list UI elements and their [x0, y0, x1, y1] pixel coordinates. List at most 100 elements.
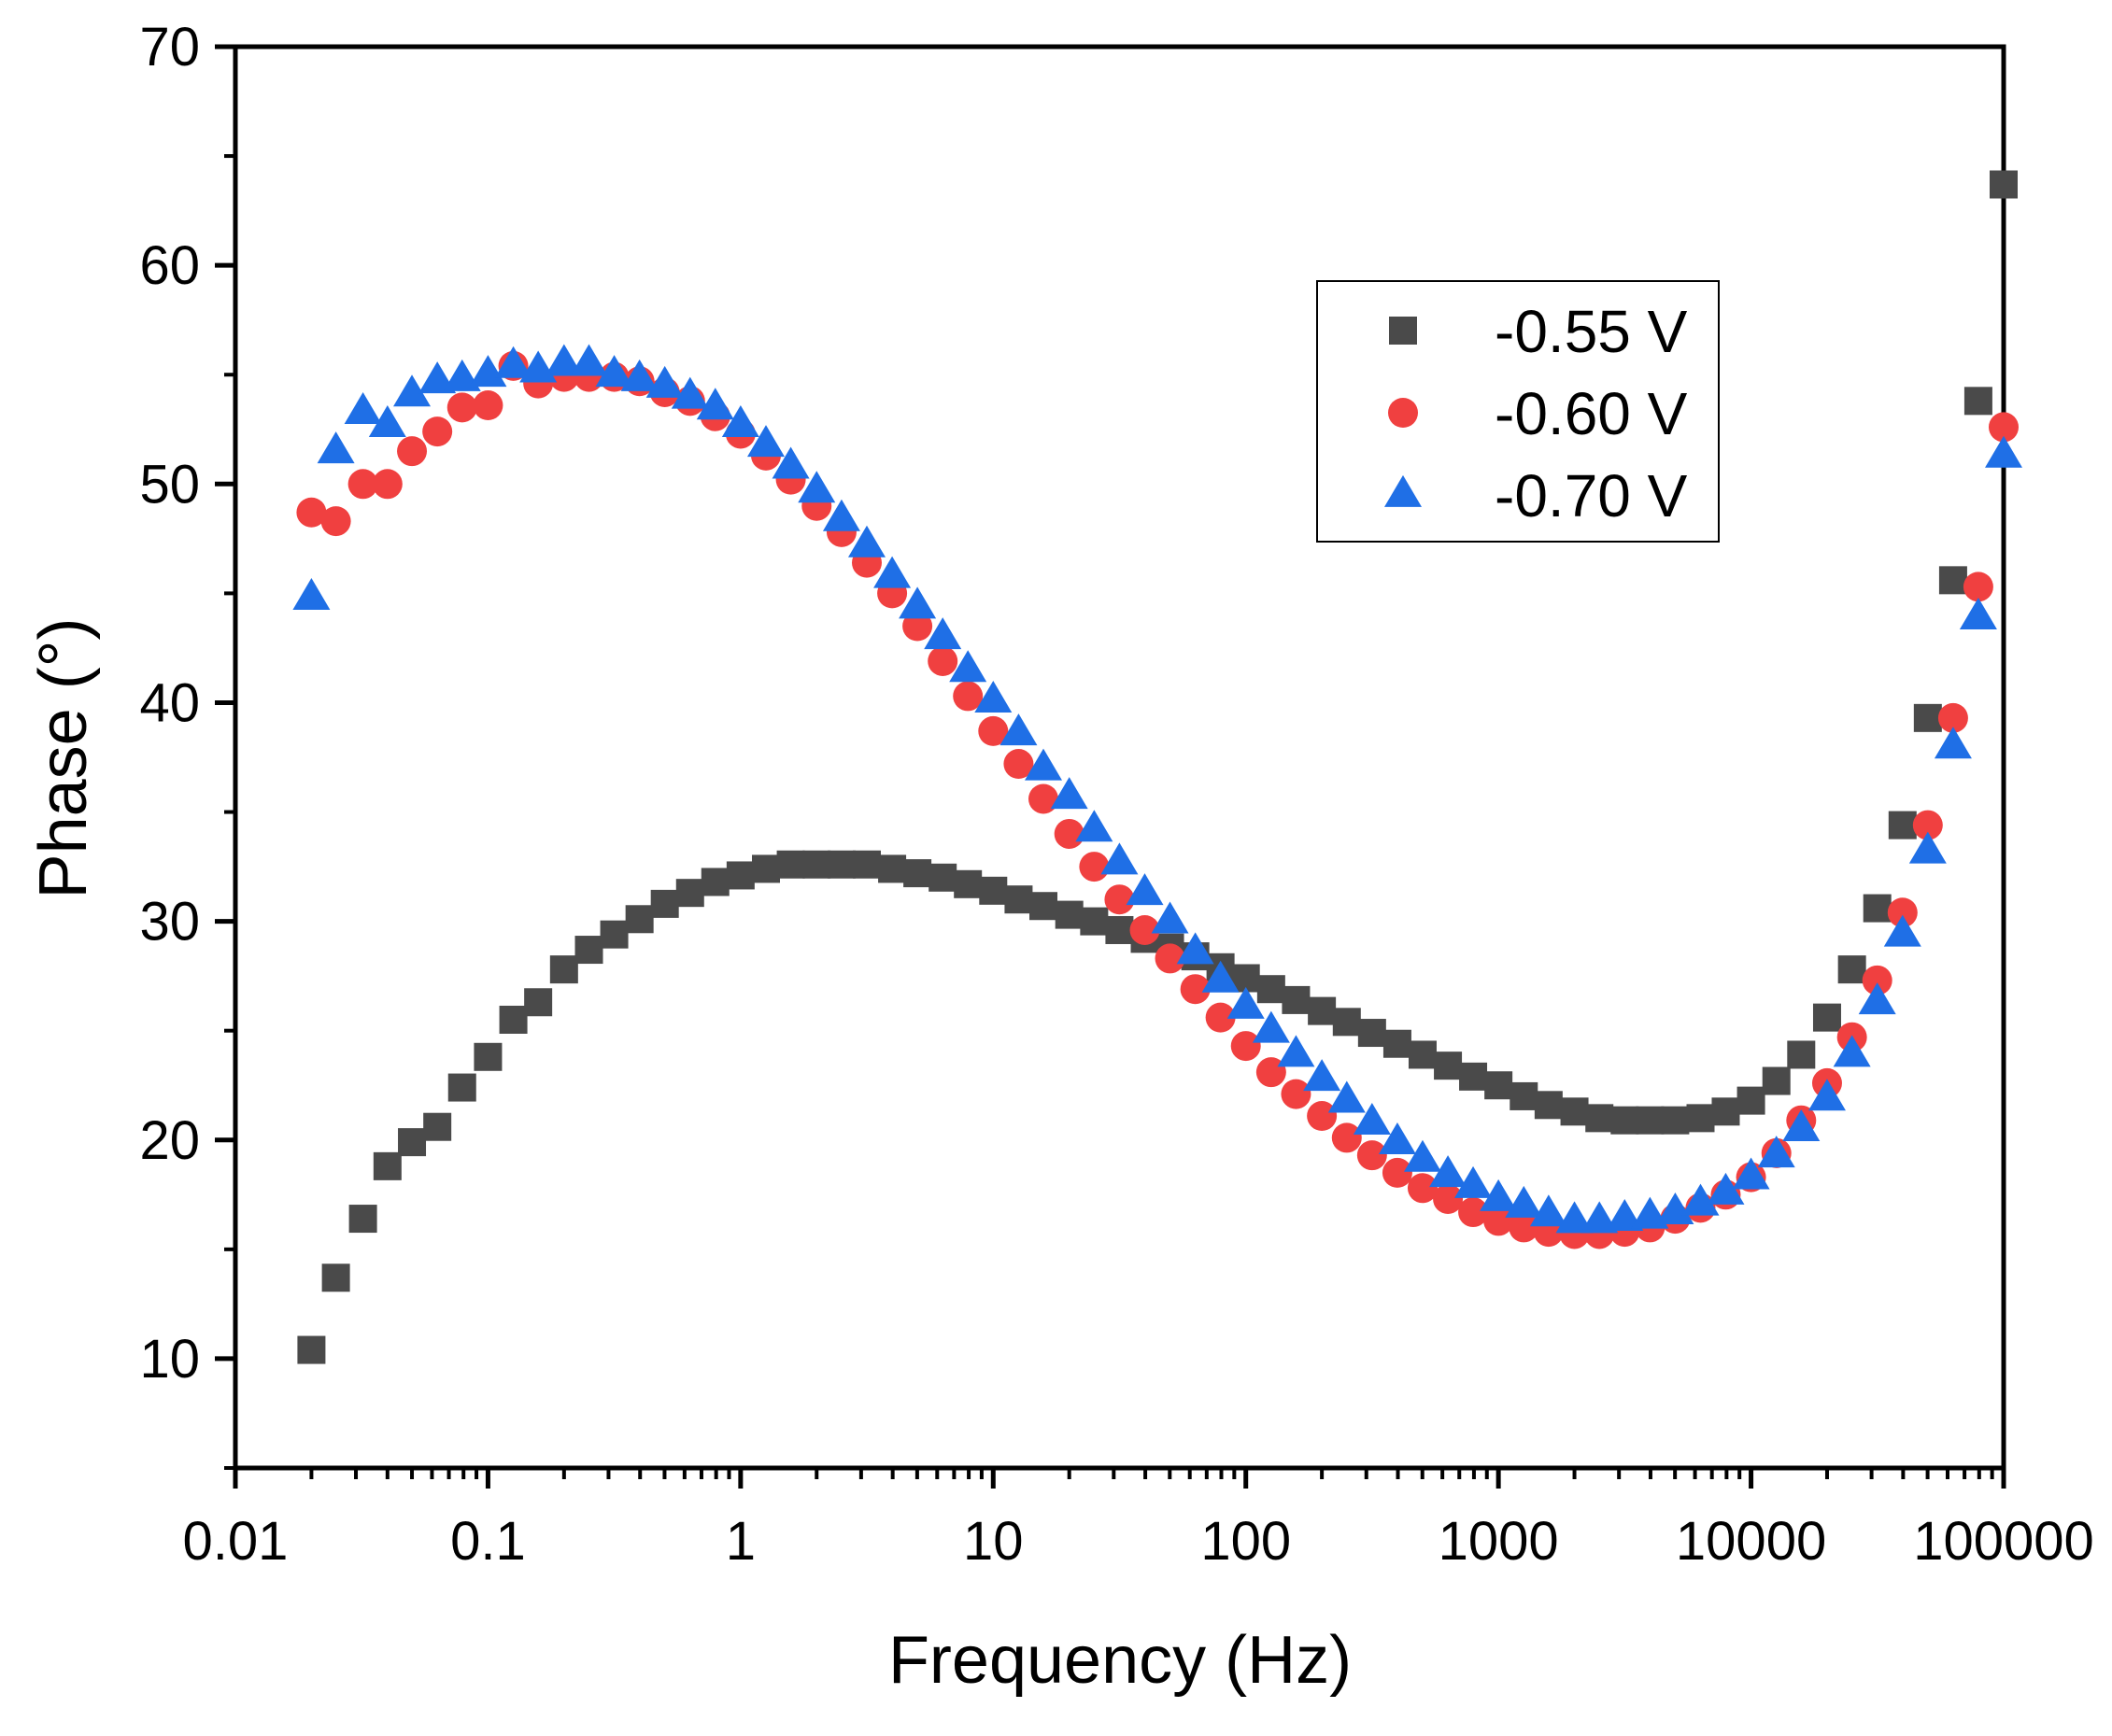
- data-point: [978, 715, 1009, 746]
- data-point: [1812, 1003, 1841, 1032]
- data-point: [873, 556, 912, 588]
- data-point: [1100, 842, 1139, 875]
- data-point: [1454, 1165, 1493, 1198]
- data-point: [1938, 566, 1967, 595]
- data-point: [321, 1263, 350, 1292]
- data-point: [827, 850, 856, 879]
- data-point: [1585, 1104, 1614, 1133]
- legend-marker: [1389, 317, 1417, 345]
- data-point: [1434, 1051, 1463, 1080]
- data-series: [292, 170, 2022, 1364]
- data-point: [600, 920, 629, 949]
- data-point: [1003, 749, 1034, 780]
- legend: -0.55 V -0.60 V -0.70 V: [1316, 280, 1720, 543]
- data-point: [1332, 1008, 1361, 1037]
- data-point: [1151, 901, 1189, 934]
- data-point: [545, 344, 583, 376]
- data-point: [524, 988, 553, 1017]
- data-point: [1807, 1079, 1846, 1111]
- x-axis-title: Frequency (Hz): [888, 1623, 1352, 1698]
- data-point: [393, 374, 432, 407]
- data-point: [1303, 1059, 1341, 1092]
- data-point: [1985, 435, 2022, 468]
- data-point: [726, 861, 755, 890]
- data-point: [701, 868, 730, 896]
- data-point: [1963, 387, 1992, 416]
- data-point: [1555, 1201, 1594, 1234]
- data-point: [373, 1151, 402, 1180]
- data-point: [1407, 1173, 1438, 1204]
- data-point: [1403, 1139, 1441, 1172]
- data-point: [1732, 1157, 1770, 1190]
- data-point: [1327, 1080, 1366, 1113]
- data-point: [650, 889, 679, 918]
- data-point: [418, 361, 457, 394]
- data-point: [1762, 1066, 1791, 1095]
- data-point: [1129, 914, 1160, 945]
- data-point: [1990, 170, 2018, 199]
- data-point: [1959, 598, 1997, 630]
- data-point: [620, 359, 659, 391]
- data-point: [1205, 1002, 1236, 1033]
- data-point: [1230, 1031, 1261, 1062]
- y-tick-label: 70: [139, 17, 200, 78]
- data-point: [1353, 1102, 1391, 1135]
- data-point: [747, 425, 786, 458]
- data-point: [1105, 915, 1134, 944]
- data-point: [1080, 907, 1109, 936]
- data-point: [1757, 1136, 1795, 1168]
- data-point: [1937, 702, 1968, 733]
- data-point: [344, 391, 382, 424]
- y-tick-label: 40: [139, 672, 200, 733]
- data-point: [802, 850, 831, 879]
- data-point: [296, 497, 327, 528]
- data-point: [902, 611, 933, 642]
- legend-box: [1316, 280, 1720, 543]
- data-point: [974, 681, 1013, 713]
- data-point: [320, 506, 351, 537]
- data-point: [1636, 1106, 1665, 1135]
- y-axis-title: Phase (°): [26, 618, 101, 899]
- x-tick-label: 0.1: [450, 1511, 526, 1572]
- data-point: [1560, 1097, 1589, 1126]
- data-point: [675, 879, 704, 908]
- data-point: [1079, 852, 1110, 882]
- data-point: [696, 388, 734, 420]
- legend-label: -0.55 V: [1495, 298, 1688, 365]
- data-point: [1908, 831, 1947, 864]
- data-point: [1887, 897, 1918, 928]
- data-point: [549, 955, 578, 984]
- data-point: [1055, 900, 1084, 929]
- data-point: [1458, 1197, 1489, 1228]
- data-point: [1913, 703, 1942, 732]
- x-tick-label: 1000: [1439, 1511, 1559, 1572]
- data-point: [398, 1128, 427, 1157]
- data-point: [570, 344, 608, 376]
- data-point: [348, 1205, 377, 1234]
- data-point: [1226, 986, 1265, 1019]
- data-point: [1357, 1019, 1386, 1048]
- legend-marker: [1384, 474, 1422, 507]
- data-point: [1580, 1201, 1619, 1234]
- data-point: [852, 850, 881, 879]
- data-point: [1656, 1192, 1694, 1224]
- data-point: [1862, 965, 1892, 995]
- data-point: [1534, 1091, 1563, 1120]
- data-point: [953, 681, 984, 712]
- data-point: [1126, 873, 1164, 906]
- data-point: [1833, 1035, 1871, 1067]
- data-point: [1686, 1104, 1715, 1133]
- data-point: [979, 876, 1008, 905]
- data-point: [1863, 894, 1892, 923]
- x-tick-label: 100000: [1913, 1511, 2094, 1572]
- data-point: [1028, 783, 1059, 814]
- data-point: [446, 392, 477, 423]
- data-point: [1281, 1079, 1311, 1109]
- data-point: [1782, 1108, 1821, 1141]
- data-point: [473, 390, 503, 421]
- y-tick-label: 50: [139, 454, 200, 515]
- legend-label: -0.70 V: [1495, 462, 1688, 529]
- data-point: [297, 1335, 326, 1364]
- data-point: [954, 869, 983, 898]
- data-point: [347, 469, 378, 500]
